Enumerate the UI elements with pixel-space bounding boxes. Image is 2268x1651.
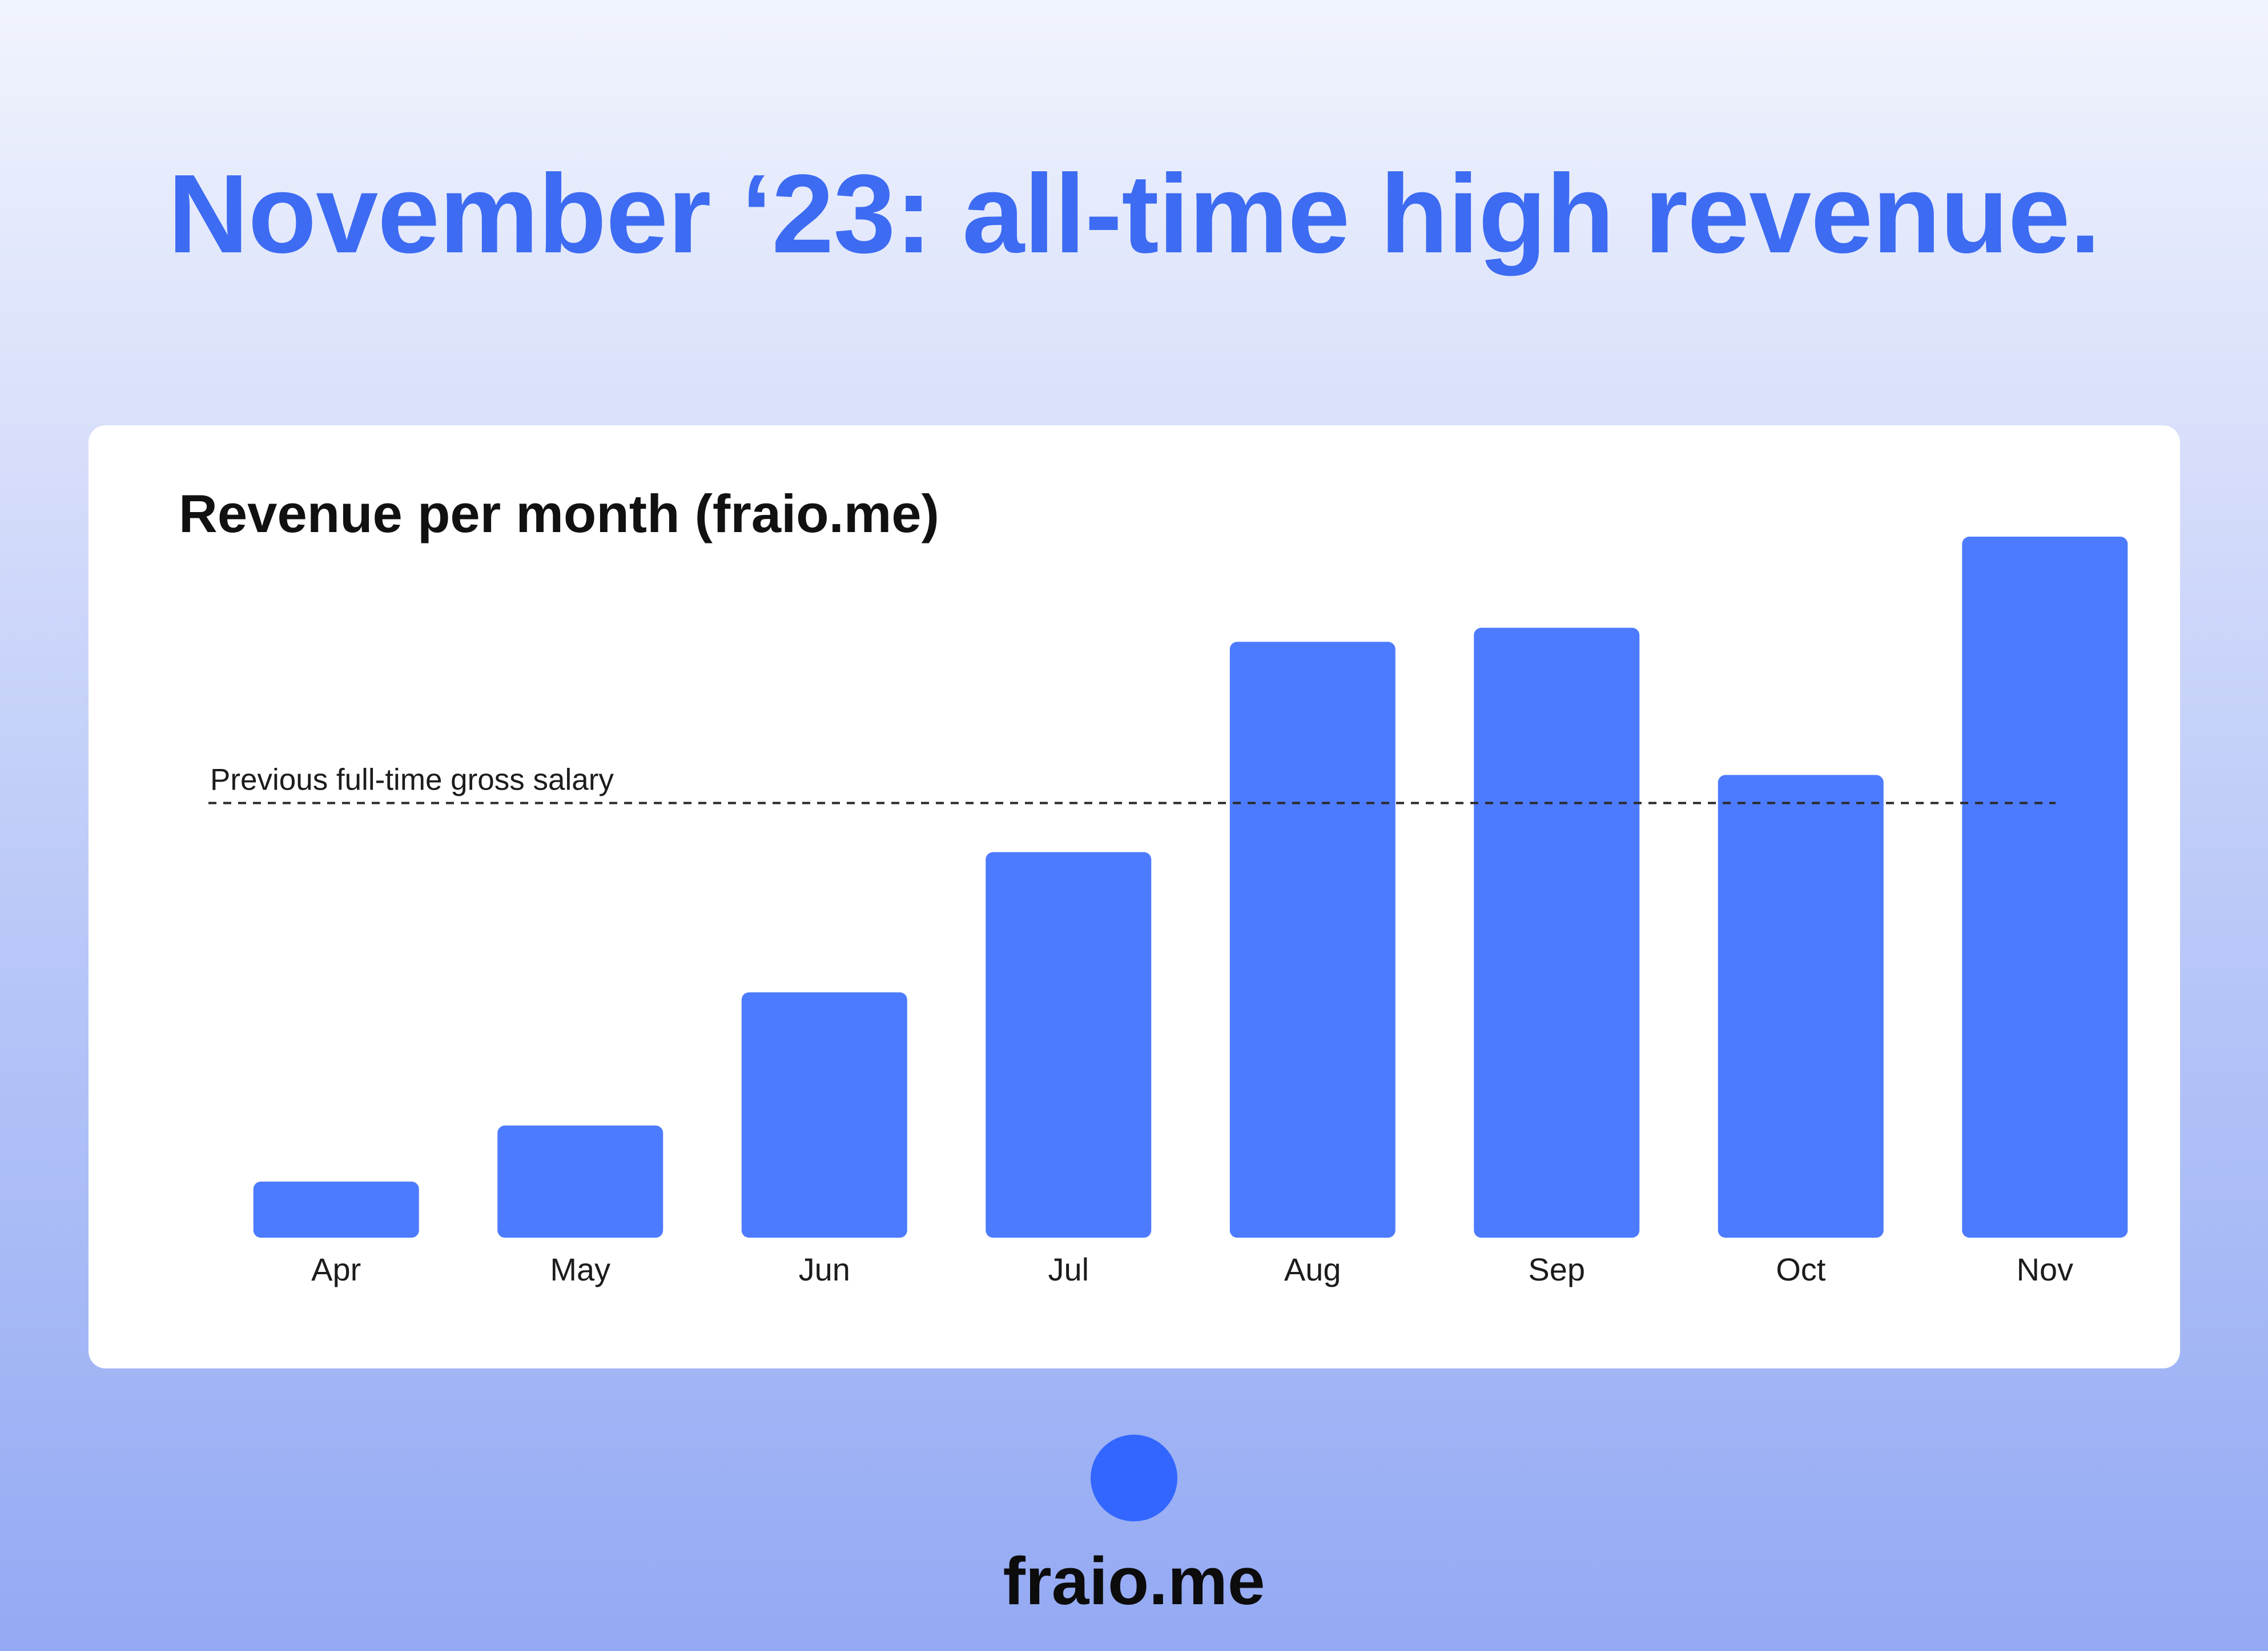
x-tick-label-nov: Nov — [2016, 1251, 2073, 1287]
x-tick-label-may: May — [550, 1251, 610, 1287]
bar-apr — [253, 1181, 419, 1238]
x-tick-label-jul: Jul — [1048, 1251, 1089, 1287]
chart-card: Revenue per month (fraio.me) Previous fu… — [89, 425, 2180, 1368]
bar-chart: Previous full-time gross salary Apr May Ju… — [208, 537, 2128, 1287]
headline: November ‘23: all-time high revenue. — [167, 151, 2101, 276]
x-tick-label-aug: Aug — [1284, 1251, 1341, 1287]
bar-oct — [1718, 775, 1884, 1238]
x-tick-label-oct: Oct — [1776, 1251, 1826, 1287]
bar-nov — [1962, 537, 2128, 1238]
bar-jul — [986, 852, 1152, 1238]
reference-line-label: Previous full-time gross salary — [210, 763, 614, 797]
bar-may — [497, 1125, 663, 1238]
x-tick-label-jun: Jun — [799, 1251, 850, 1287]
bars-group — [253, 537, 2128, 1238]
brand-logo-icon — [1091, 1435, 1177, 1521]
x-tick-label-apr: Apr — [311, 1251, 361, 1287]
bar-jun — [741, 992, 907, 1238]
chart-title: Revenue per month (fraio.me) — [179, 484, 939, 543]
brand-name: fraio.me — [1003, 1544, 1265, 1619]
bar-sep — [1474, 627, 1640, 1238]
bar-aug — [1229, 642, 1396, 1238]
reference-line-group: Previous full-time gross salary — [208, 763, 2056, 804]
x-tick-label-sep: Sep — [1528, 1251, 1585, 1287]
x-tick-labels: Apr May Jun Jul Aug Sep Oct Nov — [311, 1251, 2073, 1287]
